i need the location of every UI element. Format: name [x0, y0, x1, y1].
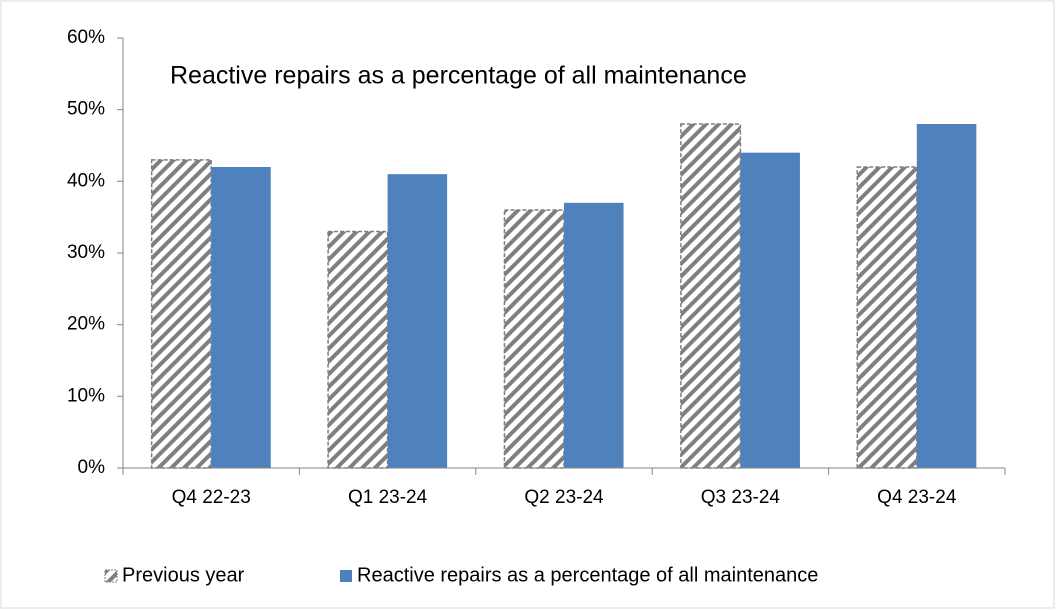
x-tick-label: Q2 23-24	[524, 487, 604, 508]
bar	[211, 167, 271, 468]
legend-label: Previous year	[122, 564, 245, 586]
legend-swatch	[104, 569, 118, 583]
bar	[150, 159, 212, 469]
bar	[740, 152, 800, 468]
legend-label: Reactive repairs as a percentage of all …	[357, 564, 818, 586]
bar	[916, 124, 977, 468]
y-tick-label: 30%	[67, 242, 105, 263]
y-tick-label: 60%	[67, 27, 105, 48]
x-tick-label: Q4 22-23	[172, 487, 251, 508]
legend-swatch	[340, 570, 352, 582]
bar	[564, 202, 624, 469]
bar	[856, 166, 918, 469]
y-tick-label: 50%	[67, 99, 105, 120]
x-tick-label: Q1 23-24	[348, 487, 428, 508]
y-tick-label: 10%	[67, 385, 105, 406]
bar	[387, 174, 448, 468]
x-tick-label: Q4 23-24	[877, 487, 957, 508]
chart-title: Reactive repairs as a percentage of all …	[170, 62, 747, 90]
y-tick-label: 40%	[67, 170, 105, 191]
bar	[327, 230, 389, 469]
bar	[680, 123, 742, 469]
x-tick-label: Q3 23-24	[701, 487, 781, 508]
y-tick-label: 0%	[78, 457, 106, 478]
y-tick-label: 20%	[67, 314, 105, 335]
bar	[503, 209, 565, 469]
